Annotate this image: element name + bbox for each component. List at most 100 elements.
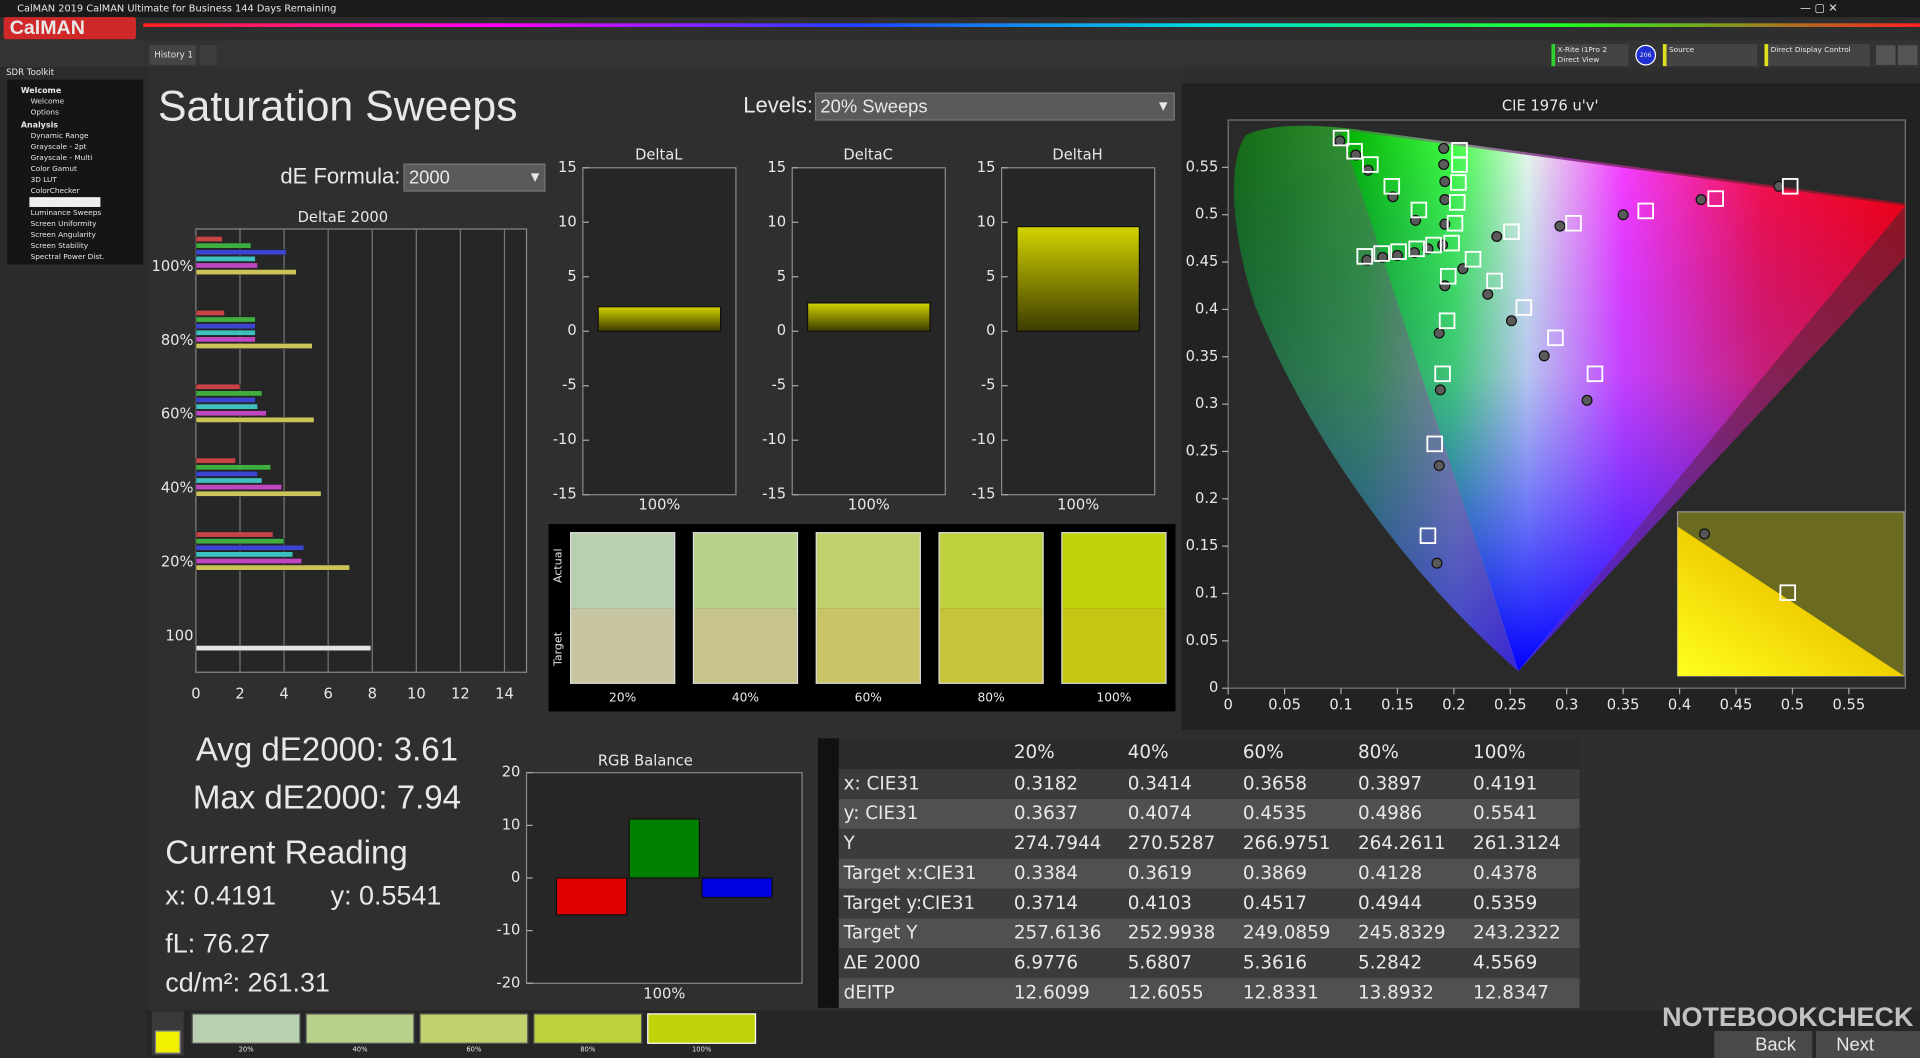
reading-cdm2: cd/m²: 261.31	[165, 968, 330, 998]
table-cell: 252.9938	[1128, 923, 1216, 944]
swatch-border	[938, 532, 1044, 684]
category-label: 80%	[161, 332, 194, 349]
meter-mode[interactable]: Direct View	[1558, 55, 1600, 64]
meter-badge[interactable]	[1635, 44, 1657, 66]
dropdown-arrow[interactable]: ▼	[531, 171, 540, 184]
y-tick-label: 0.25	[1186, 442, 1219, 459]
swatch-border	[570, 532, 676, 684]
table-cell: ΔE 2000	[844, 953, 921, 974]
y-tick-label: 0.15	[1186, 537, 1219, 554]
measured-point	[1431, 557, 1443, 569]
next-button[interactable]	[1815, 1031, 1920, 1058]
thumbnail-label[interactable]: 60%	[466, 1045, 482, 1053]
page-title: Saturation Sweeps	[158, 82, 518, 130]
tab-add[interactable]	[199, 45, 217, 65]
category-label: 100	[165, 627, 193, 644]
x-tick-label: 0.15	[1381, 696, 1414, 713]
tree-item[interactable]: ColorChecker	[31, 186, 81, 195]
table-row	[838, 888, 1580, 919]
thumbnail-label[interactable]: 20%	[239, 1045, 255, 1053]
table-cell: 266.9751	[1243, 833, 1331, 854]
tab-label[interactable]: History 1	[154, 51, 193, 61]
display-select[interactable]	[1764, 44, 1870, 67]
thumbnail[interactable]	[533, 1013, 643, 1044]
target-point	[1586, 365, 1604, 383]
target-point	[1565, 214, 1582, 232]
tree-item[interactable]: Welcome	[31, 97, 65, 106]
category-label: 100%	[151, 258, 193, 275]
measured-point	[1362, 164, 1374, 176]
next-label[interactable]: Next	[1836, 1034, 1874, 1055]
tree-item[interactable]: Screen Uniformity	[31, 219, 98, 228]
table-cell: 257.6136	[1014, 923, 1102, 944]
category-label: 100%	[1057, 497, 1099, 514]
meter-badge-text[interactable]: 206	[1640, 52, 1652, 59]
bar	[195, 262, 258, 269]
thumbnail[interactable]	[305, 1013, 415, 1044]
bar	[701, 877, 773, 899]
window-controls[interactable]: — ▢ ✕	[1800, 2, 1838, 15]
tree-item[interactable]: Dynamic Range	[31, 131, 89, 140]
tree-group[interactable]: Welcome	[21, 86, 61, 95]
tree: Welcome Welcome Options Analysis Dynamic Ran…	[21, 86, 105, 261]
logo-text[interactable]: CalMAN	[10, 17, 85, 39]
bar	[195, 316, 256, 323]
thumbnail-label[interactable]: 40%	[353, 1045, 369, 1053]
tree-group[interactable]: Analysis	[21, 120, 58, 129]
actual-swatch	[1061, 532, 1166, 609]
thumbnail[interactable]	[191, 1013, 301, 1044]
bar	[195, 477, 263, 484]
reading-fl: fL: 76.27	[165, 928, 270, 958]
bar	[195, 544, 305, 551]
dropdown-arrow[interactable]: ▼	[1159, 100, 1168, 113]
levels-dropdown[interactable]	[814, 92, 1175, 121]
tree-item[interactable]: Screen Angularity	[31, 230, 97, 239]
y-tick-label: 15	[977, 159, 996, 176]
tree-item[interactable]: Grayscale - Multi	[31, 153, 93, 162]
thumbnail-label[interactable]: 100%	[692, 1045, 712, 1053]
y-tick-label: -5	[562, 377, 577, 394]
display-label[interactable]: Direct Display Control	[1771, 45, 1851, 54]
bar	[195, 490, 322, 497]
meter-name[interactable]: X-Rite i1Pro 2	[1558, 45, 1607, 54]
tree-item[interactable]: Luminance Sweeps	[31, 208, 102, 217]
target-point	[1486, 272, 1503, 290]
levels-value[interactable]: 20% Sweeps	[820, 96, 927, 117]
target-swatch	[1061, 608, 1166, 684]
tree-item[interactable]: Screen Stability	[31, 241, 89, 250]
thumbnail[interactable]	[647, 1013, 757, 1044]
source-select[interactable]	[1662, 44, 1758, 67]
title-bar	[0, 0, 1920, 18]
back-label[interactable]: Back	[1755, 1034, 1797, 1055]
table-cell: 243.2322	[1473, 923, 1561, 944]
measured-point	[1438, 159, 1450, 171]
tab[interactable]	[149, 45, 196, 65]
back-button[interactable]	[1714, 1031, 1813, 1058]
meter-select[interactable]	[1551, 44, 1629, 67]
target-point	[1332, 129, 1350, 147]
thumbnail[interactable]	[419, 1013, 529, 1044]
tree-item[interactable]: Options	[31, 108, 59, 117]
settings-button[interactable]	[1875, 45, 1896, 65]
tree-item[interactable]: Spectral Power Dist.	[31, 252, 105, 261]
target-point	[1464, 250, 1482, 268]
source-label[interactable]: Source	[1669, 45, 1695, 54]
target-point	[1434, 365, 1451, 383]
table-cell: 12.8331	[1243, 982, 1319, 1003]
formula-label: dE Formula:	[280, 163, 400, 188]
tree-item[interactable]: 3D LUT	[31, 175, 58, 184]
thumbnail-label[interactable]: 80%	[580, 1045, 596, 1053]
swatch-label: 100%	[1096, 690, 1131, 704]
target-point	[1439, 268, 1457, 285]
help-button[interactable]	[1897, 45, 1918, 65]
target-swatch	[816, 608, 921, 684]
x-tick-label: 0.5	[1781, 696, 1804, 713]
bar	[195, 551, 294, 558]
logo[interactable]	[3, 17, 136, 40]
tree-item[interactable]: Saturation Sweeps	[31, 197, 100, 206]
tree-item[interactable]: Grayscale - 2pt	[31, 142, 87, 151]
formula-value[interactable]: 2000	[409, 167, 450, 188]
formula-dropdown[interactable]	[403, 163, 546, 192]
tree-item[interactable]: Color Gamut	[31, 164, 77, 173]
bar	[195, 410, 267, 417]
